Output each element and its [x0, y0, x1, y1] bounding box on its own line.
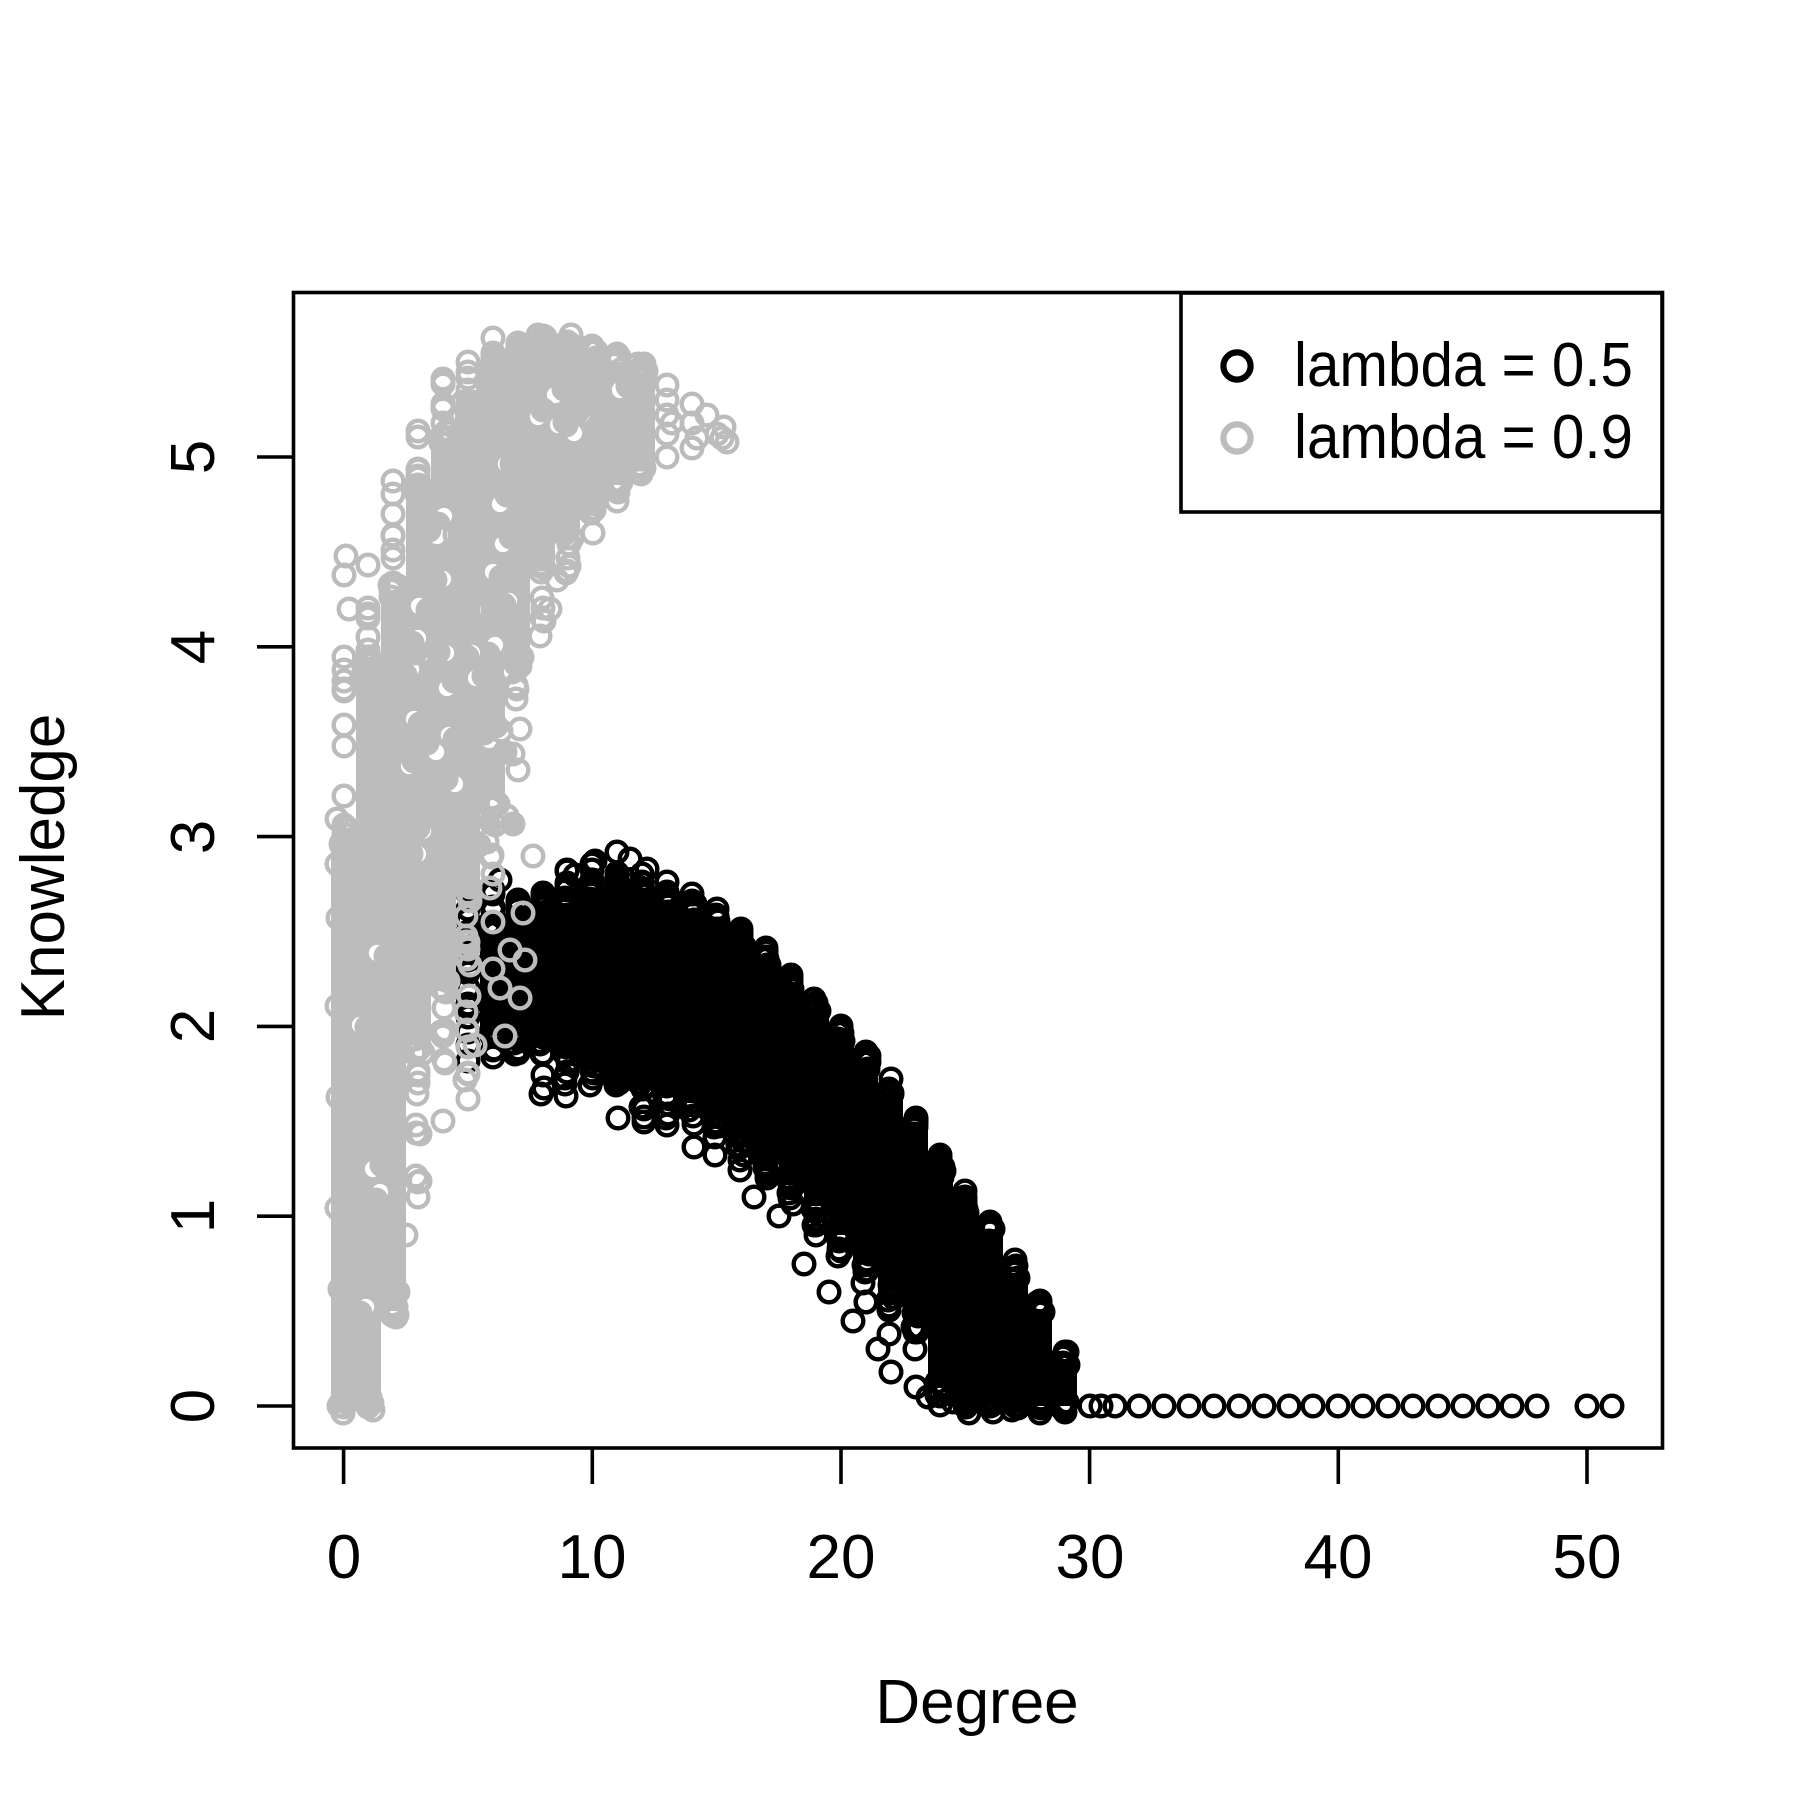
svg-text:Knowledge: Knowledge [9, 714, 78, 1021]
svg-text:2: 2 [159, 1009, 228, 1043]
svg-text:3: 3 [159, 820, 228, 854]
svg-text:5: 5 [159, 440, 228, 474]
svg-text:40: 40 [1304, 1523, 1373, 1592]
svg-text:20: 20 [807, 1523, 876, 1592]
svg-text:30: 30 [1056, 1523, 1125, 1592]
svg-text:0: 0 [327, 1523, 361, 1592]
svg-text:50: 50 [1553, 1523, 1622, 1592]
svg-text:1: 1 [159, 1199, 228, 1233]
svg-text:10: 10 [558, 1523, 627, 1592]
svg-text:lambda = 0.5: lambda = 0.5 [1294, 331, 1633, 400]
svg-text:0: 0 [159, 1389, 228, 1423]
svg-text:4: 4 [159, 630, 228, 664]
svg-text:lambda = 0.9: lambda = 0.9 [1294, 403, 1633, 472]
svg-text:Degree: Degree [875, 1668, 1078, 1737]
